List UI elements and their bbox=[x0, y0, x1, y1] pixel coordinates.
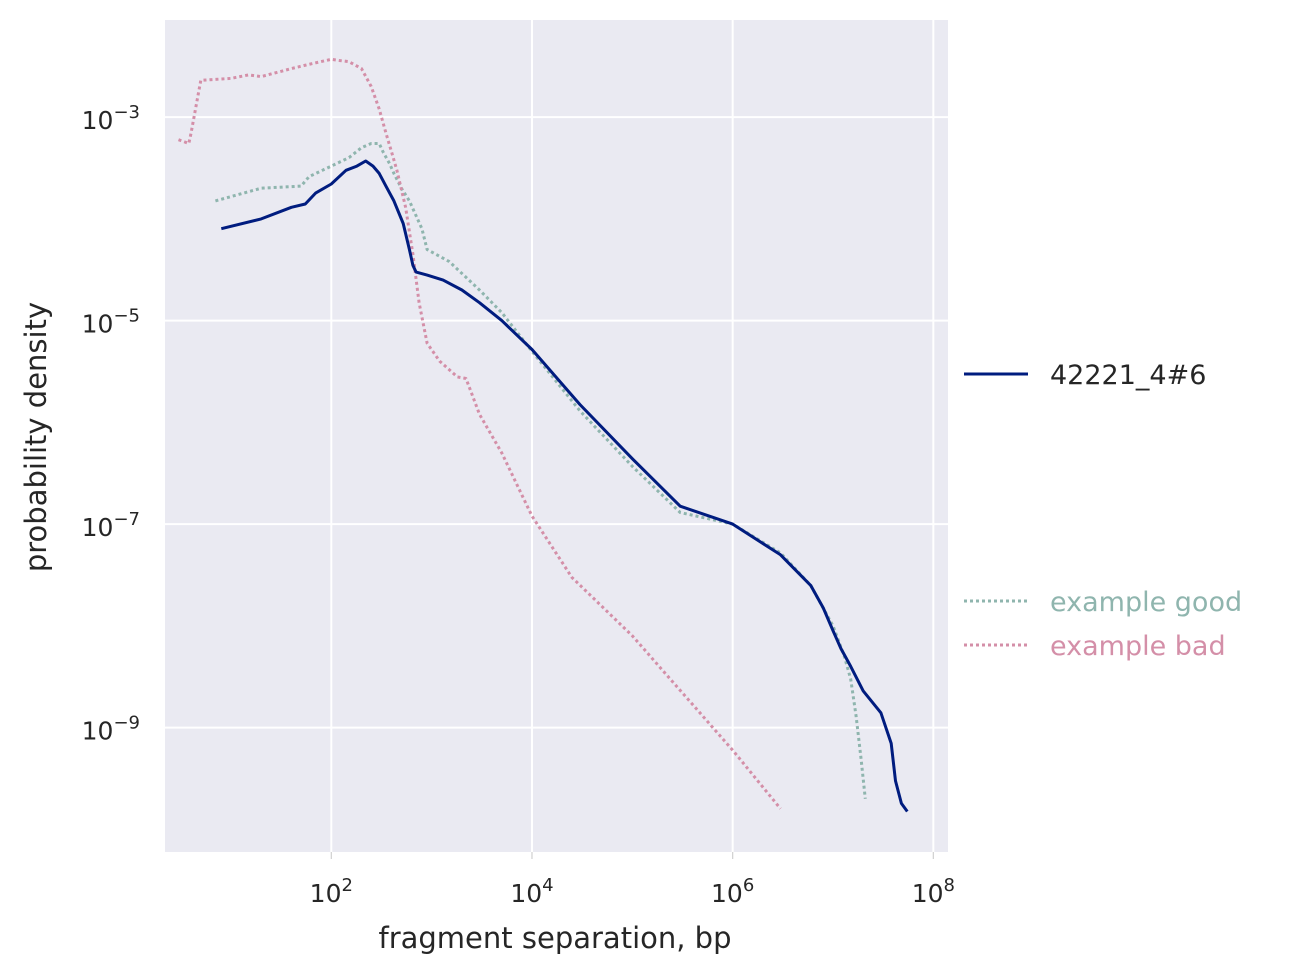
series-line-0 bbox=[220, 159, 909, 813]
y-axis-ticks: 10−3 10−5 10−7 10−9 bbox=[82, 102, 140, 746]
legend-entry-1: example good bbox=[964, 587, 1242, 618]
legend-label-1: example good bbox=[1050, 587, 1242, 618]
series-lines bbox=[177, 57, 909, 813]
grid-lines bbox=[165, 20, 948, 852]
y-tick-label-0: 10−3 bbox=[82, 102, 140, 135]
legend-entry-0: 42221_4#6 bbox=[964, 360, 1206, 391]
legend: 42221_4#6 example good example bad bbox=[964, 360, 1242, 662]
legend-label-0: 42221_4#6 bbox=[1050, 360, 1206, 391]
x-axis-ticks: 102 104 106 108 bbox=[310, 852, 955, 908]
x-tick-label-3: 108 bbox=[912, 875, 955, 908]
y-tick-label-1: 10−5 bbox=[82, 306, 140, 339]
legend-entry-2: example bad bbox=[964, 631, 1226, 662]
legend-label-2: example bad bbox=[1050, 631, 1226, 662]
series-line-2 bbox=[177, 57, 782, 810]
plot-area bbox=[165, 20, 948, 852]
y-tick-label-2: 10−7 bbox=[82, 509, 140, 542]
x-tick-label-2: 106 bbox=[711, 875, 754, 908]
x-tick-label-0: 102 bbox=[310, 875, 353, 908]
x-axis-label: fragment separation, bp bbox=[379, 921, 732, 955]
y-axis-label: probability density bbox=[19, 302, 53, 572]
x-tick-label-1: 104 bbox=[510, 875, 553, 908]
y-tick-label-3: 10−9 bbox=[82, 713, 140, 746]
